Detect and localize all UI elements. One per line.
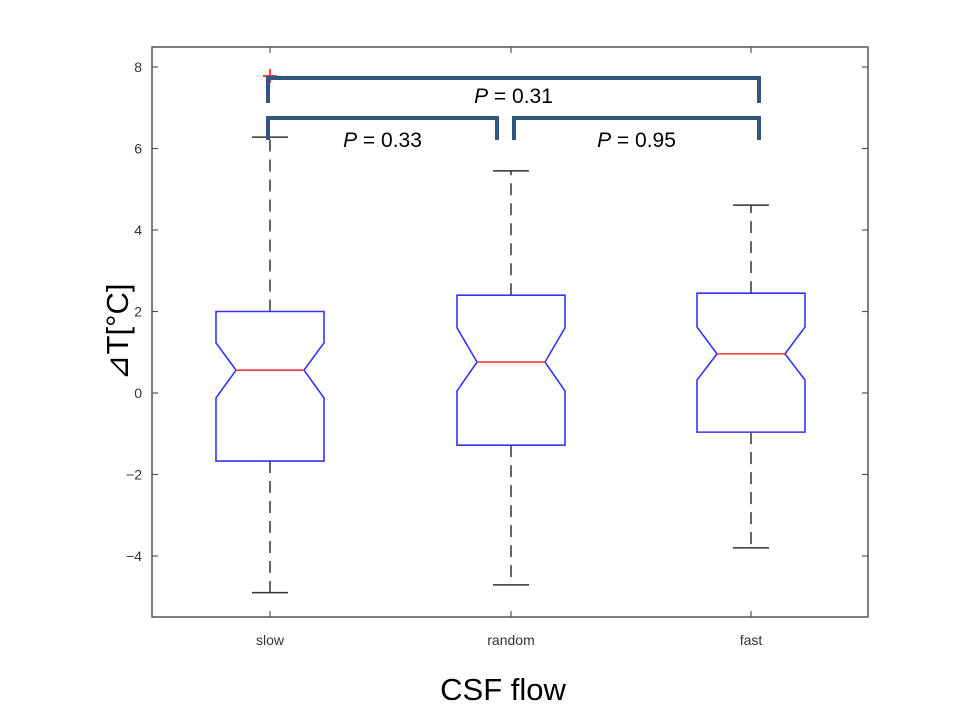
notched-box	[456, 294, 566, 446]
x-tick-label: slow	[256, 632, 285, 648]
p-symbol: P	[474, 85, 488, 108]
p-value: = 0.33	[357, 129, 422, 152]
p-value-label: P = 0.31	[474, 85, 553, 108]
x-tick-label: fast	[740, 632, 763, 648]
p-symbol: P	[343, 129, 357, 152]
y-axis-label: ⊿T[°C]	[100, 284, 135, 381]
p-value: = 0.31	[488, 85, 553, 108]
y-tick-label: 6	[134, 141, 142, 157]
y-tick-label: 8	[134, 59, 142, 75]
p-value-label: P = 0.95	[597, 129, 676, 152]
y-tick-label: 2	[134, 304, 142, 320]
significance-bracket	[512, 116, 761, 140]
y-tick-label: −2	[126, 467, 142, 483]
x-axis-label: CSF flow	[440, 672, 566, 707]
y-tick-label: 0	[134, 385, 142, 401]
significance-bracket	[266, 116, 499, 140]
y-tick-label: −4	[126, 548, 142, 564]
plot-area	[151, 46, 869, 618]
significance-bracket	[266, 76, 761, 103]
notched-box	[696, 292, 806, 433]
p-value-label: P = 0.33	[343, 129, 422, 152]
notched-box	[215, 310, 325, 462]
x-tick-label: random	[487, 632, 534, 648]
y-tick-label: 4	[134, 222, 142, 238]
p-symbol: P	[597, 129, 611, 152]
p-value: = 0.95	[611, 129, 676, 152]
